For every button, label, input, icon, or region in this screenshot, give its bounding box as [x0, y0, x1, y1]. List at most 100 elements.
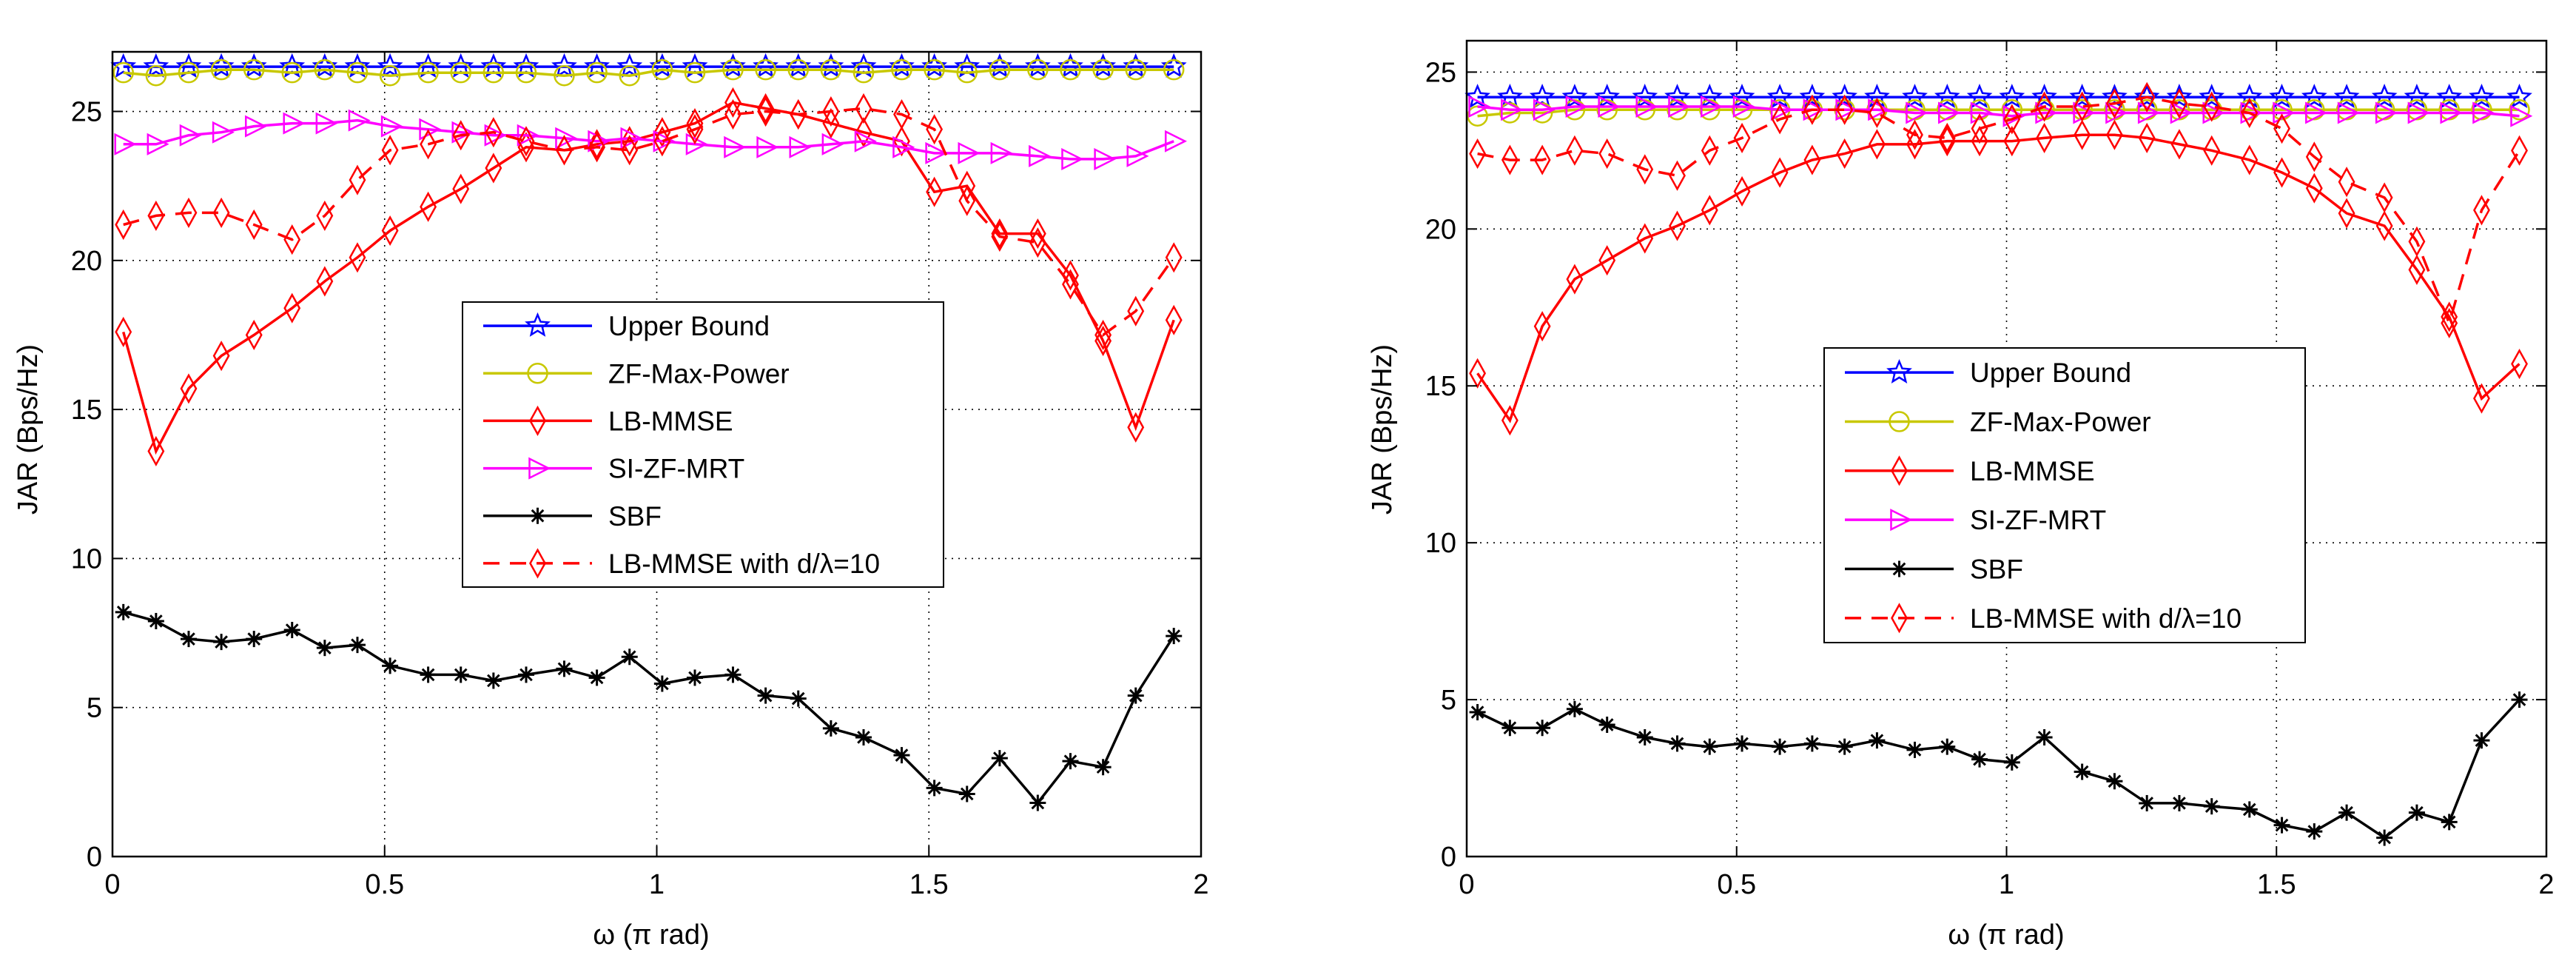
data-point-left-2-19: [757, 93, 775, 124]
data-point-left-5-10: [452, 120, 470, 151]
data-point-right-3-16: [2002, 104, 2025, 127]
data-point-right-2-0: [1469, 358, 1487, 389]
data-point-right-0-0: [1464, 84, 1490, 109]
data-point-right-5-14: [1938, 122, 1956, 153]
data-point-left-5-24: [926, 114, 944, 145]
data-point-right-0-23: [2236, 84, 2263, 109]
data-point-left-3-19: [756, 135, 779, 158]
legend-box-right: [1823, 347, 2306, 643]
legend-label-right-1: ZF-Max-Power: [1970, 407, 2151, 438]
data-point-left-1-31: [1163, 58, 1185, 81]
x-tick-label-left-0: 0: [104, 869, 120, 900]
data-point-left-5-18: [724, 98, 741, 130]
data-point-left-5-29: [1094, 319, 1112, 351]
data-point-right-0-16: [1999, 84, 2025, 109]
data-point-right-3-7: [1701, 95, 1724, 118]
data-point-right-4-19: [2106, 773, 2123, 790]
data-point-right-5-28: [2408, 226, 2426, 257]
data-point-right-5-20: [2138, 81, 2156, 113]
x-tick-label-right-2: 1: [1999, 869, 2014, 900]
data-point-left-4-8: [382, 657, 399, 674]
legend-right: Upper Bound ZF-Max-Power LB-MMSE SI-ZF-MRT S…: [1823, 347, 2306, 643]
data-point-left-2-18: [724, 87, 741, 118]
legend-marker-right-4: [1891, 560, 1908, 577]
data-point-right-2-6: [1669, 210, 1686, 241]
data-point-left-4-3: [213, 634, 230, 651]
legend-label-right-2: LB-MMSE: [1970, 456, 2095, 486]
data-point-right-0-24: [2269, 84, 2295, 109]
data-point-right-4-28: [2408, 804, 2425, 821]
series-right-3: [1468, 95, 2533, 127]
data-point-right-0-31: [2506, 84, 2532, 109]
data-point-left-1-28: [1060, 58, 1081, 81]
data-point-left-4-9: [420, 666, 437, 683]
data-point-right-4-16: [2003, 754, 2020, 771]
data-point-right-5-1: [1501, 144, 1519, 175]
data-point-left-2-22: [855, 117, 872, 148]
legend-item-left-3: SI-ZF-MRT: [483, 454, 744, 484]
y-tick-label-left-4: 20: [71, 246, 102, 277]
data-point-left-3-11: [484, 124, 507, 147]
data-point-left-3-18: [724, 135, 747, 158]
series-left-1: [112, 58, 1185, 87]
data-point-right-5-15: [1971, 113, 1988, 144]
data-point-right-0-14: [1934, 84, 1960, 109]
data-point-left-2-9: [420, 191, 437, 222]
data-point-left-2-30: [1127, 412, 1145, 443]
data-point-left-2-26: [991, 218, 1009, 249]
data-point-left-4-1: [147, 612, 164, 629]
data-point-right-4-13: [1906, 741, 1923, 758]
data-point-left-0-15: [616, 53, 643, 78]
data-point-left-1-6: [314, 58, 336, 81]
data-point-left-1-24: [924, 58, 945, 81]
data-point-left-3-26: [990, 141, 1013, 164]
data-point-left-3-22: [854, 130, 877, 153]
data-point-left-3-23: [892, 135, 915, 158]
data-point-right-2-31: [2511, 348, 2528, 380]
legend-item-right-2: LB-MMSE: [1845, 455, 2095, 486]
data-point-left-1-15: [619, 64, 640, 87]
data-point-left-1-23: [891, 58, 912, 81]
data-point-left-3-8: [380, 115, 403, 138]
legend-marker-right-0: [1886, 358, 1912, 383]
x-axis-label-right: ω (π rad): [1948, 919, 2064, 951]
x-tick-label-right-3: 1.5: [2257, 869, 2296, 900]
legend-label-right-3: SI-ZF-MRT: [1970, 505, 2106, 535]
data-point-right-2-22: [2203, 135, 2221, 166]
data-point-right-4-0: [1469, 704, 1486, 721]
data-point-right-4-10: [1803, 735, 1820, 752]
data-point-left-4-16: [653, 675, 670, 692]
data-point-left-2-2: [180, 373, 198, 404]
x-tick-label-left-4: 2: [1193, 869, 1208, 900]
data-point-right-5-21: [2170, 88, 2188, 119]
data-point-left-4-22: [855, 728, 872, 745]
data-point-left-1-0: [112, 61, 134, 84]
data-point-right-0-2: [1529, 84, 1556, 109]
data-point-right-4-6: [1669, 735, 1686, 752]
data-point-left-3-1: [147, 133, 169, 155]
data-point-right-5-4: [1598, 138, 1616, 170]
data-point-right-2-1: [1501, 405, 1519, 436]
data-point-left-2-21: [822, 108, 840, 139]
data-point-left-5-0: [115, 209, 132, 241]
data-point-left-2-10: [452, 173, 470, 204]
data-point-left-2-0: [115, 316, 132, 348]
legend-label-left-0: Upper Bound: [608, 311, 770, 341]
data-point-left-5-5: [283, 224, 301, 255]
data-point-right-3-19: [2105, 101, 2128, 124]
data-point-right-0-18: [2069, 84, 2095, 109]
data-point-right-2-9: [1771, 157, 1789, 188]
series-left-2: [115, 87, 1183, 467]
data-point-right-3-30: [2472, 101, 2495, 124]
data-point-right-5-25: [2305, 141, 2323, 172]
data-point-right-3-1: [1501, 98, 1524, 121]
data-point-left-1-12: [515, 61, 537, 84]
data-point-right-2-15: [1971, 126, 1988, 157]
x-tick-label-left-2: 1: [649, 869, 665, 900]
data-point-right-0-21: [2166, 84, 2193, 109]
data-point-left-1-10: [450, 61, 471, 84]
data-point-left-2-27: [1029, 218, 1046, 249]
